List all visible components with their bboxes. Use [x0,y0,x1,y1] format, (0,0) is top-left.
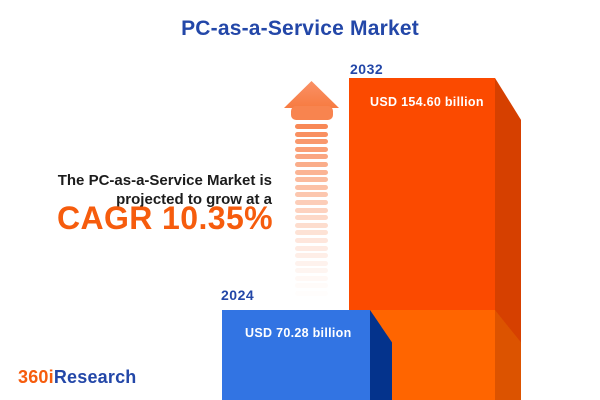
page-title: PC-as-a-Service Market [181,17,419,40]
arrow-stripe [295,192,328,198]
arrow-stripe [295,275,328,281]
brand-logo: 360iResearch [18,367,137,388]
bar-2032-year-label: 2032 [350,61,384,77]
arrow-stripe [295,291,328,296]
arrow-stripe [295,177,328,183]
arrow-stripe [295,161,328,167]
arrow-stripe [295,139,328,145]
cagr-value: CAGR 10.35% [56,200,273,236]
arrow-stripe [295,260,328,266]
arrow-stripe [295,253,328,259]
arrow-head-icon [284,81,339,108]
annotation-line-1: The PC-as-a-Service Market is [57,172,272,189]
bar-2024-front-face [222,310,370,400]
logo-part-blue: Research [53,367,137,387]
arrow-stripe [295,146,328,152]
arrow-stripe [295,237,328,243]
arrow-stripe [295,230,328,236]
annotation-text: The PC-as-a-Service Market is projected … [20,172,272,209]
arrow-stripe [295,245,328,251]
arrow-stripe [295,207,328,213]
arrow-stripe [295,215,328,221]
arrow-stripe [295,169,328,175]
arrow-stem [291,106,333,120]
arrow-stripe [295,222,328,228]
arrow-stripe [295,199,328,205]
annotation-line-2: projected to grow at a [116,190,272,208]
logo-part-orange: 360i [18,367,54,387]
arrow-stripe [295,124,328,129]
arrow-stripe [295,283,328,288]
growth-arrow-stripes [295,124,328,299]
arrow-stripe [295,154,328,160]
bar-2024-value-label: USD 70.28 billion [245,326,352,340]
bar-2024-year-label: 2024 [221,287,255,303]
arrow-stripe [295,184,328,190]
arrow-stripe [295,131,328,137]
arrow-stripe [295,268,328,274]
bar-2032-value-label: USD 154.60 billion [370,95,484,109]
